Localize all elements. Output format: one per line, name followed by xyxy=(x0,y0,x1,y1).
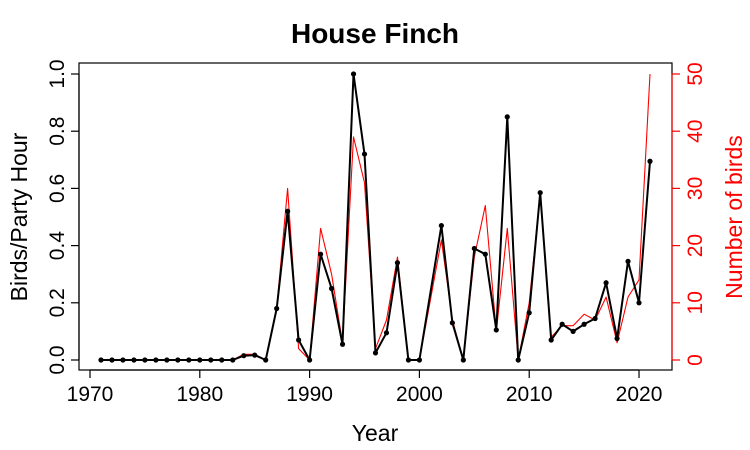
data-point xyxy=(559,321,565,327)
data-point xyxy=(361,151,368,157)
data-point xyxy=(570,328,576,334)
data-point xyxy=(383,330,390,336)
data-point xyxy=(416,357,423,363)
data-point xyxy=(120,357,126,363)
data-point xyxy=(647,158,653,164)
x-axis: 1970 1980 1990 2000 2010 2020 xyxy=(67,369,663,406)
series-line-rate xyxy=(101,73,651,361)
data-point xyxy=(285,208,291,214)
y2-tick-label: 40 xyxy=(684,120,707,143)
data-point xyxy=(328,285,335,292)
y-tick-label: 0.2 xyxy=(46,288,69,317)
data-point xyxy=(339,341,346,347)
data-point xyxy=(153,357,159,363)
data-point xyxy=(175,357,181,363)
x-tick-label: 1970 xyxy=(67,383,114,406)
data-point xyxy=(471,245,477,252)
y2-tick-label: 20 xyxy=(684,234,707,257)
x-tick-label: 2020 xyxy=(616,383,663,406)
data-point xyxy=(219,357,225,363)
x-axis-label: Year xyxy=(352,420,399,446)
x-tick-label: 2000 xyxy=(396,383,443,406)
data-point xyxy=(482,251,488,257)
data-point xyxy=(592,315,598,322)
data-point xyxy=(131,357,137,363)
data-point xyxy=(252,352,258,358)
data-point xyxy=(164,357,170,363)
data-point xyxy=(98,357,104,363)
data-point xyxy=(581,321,587,327)
data-point xyxy=(636,300,642,306)
data-point xyxy=(317,251,324,257)
chart-title: House Finch xyxy=(291,18,459,49)
data-point xyxy=(603,280,609,286)
data-point xyxy=(449,320,455,326)
data-point xyxy=(230,357,236,363)
data-point xyxy=(548,337,554,343)
data-point xyxy=(537,190,543,196)
y2-axis-label: Number of birds xyxy=(721,135,747,299)
data-point xyxy=(460,357,466,363)
data-point xyxy=(197,357,203,363)
y-tick-label: 0.4 xyxy=(46,231,69,261)
x-tick-label: 1980 xyxy=(176,383,223,406)
data-point xyxy=(515,357,521,363)
data-point xyxy=(307,357,313,363)
data-point xyxy=(504,114,510,120)
data-point xyxy=(296,337,302,343)
y2-tick-label: 0 xyxy=(684,354,707,366)
y-tick-label: 0.0 xyxy=(46,345,69,374)
x-tick-label: 2010 xyxy=(506,383,553,406)
series-layer xyxy=(98,71,653,363)
data-point xyxy=(186,357,192,363)
data-point xyxy=(241,353,247,359)
y-tick-label: 0.8 xyxy=(46,117,69,146)
data-point xyxy=(625,258,631,264)
y-axis-label: Birds/Party Hour xyxy=(6,132,32,301)
y-axis-left: 0.0 0.2 0.4 0.6 0.8 1.0 xyxy=(46,59,80,375)
data-point xyxy=(274,305,280,312)
y-tick-label: 1.0 xyxy=(46,59,69,88)
y2-tick-label: 10 xyxy=(684,291,707,314)
y2-tick-label: 30 xyxy=(684,177,707,200)
data-point xyxy=(526,310,532,316)
data-point xyxy=(208,357,214,363)
y-tick-label: 0.6 xyxy=(46,174,69,203)
x-tick-label: 1990 xyxy=(286,383,333,406)
y-axis-right: 0 10 20 30 40 50 xyxy=(671,62,707,366)
data-point xyxy=(394,260,401,266)
data-point xyxy=(263,357,269,363)
series-line-count xyxy=(101,73,651,361)
data-point xyxy=(493,327,499,333)
y2-tick-label: 50 xyxy=(684,62,707,85)
data-point xyxy=(142,357,148,363)
data-point xyxy=(405,357,412,363)
data-point xyxy=(350,71,357,77)
data-point xyxy=(109,357,115,363)
data-point xyxy=(372,350,379,356)
data-point xyxy=(438,222,444,229)
data-point xyxy=(614,335,620,342)
